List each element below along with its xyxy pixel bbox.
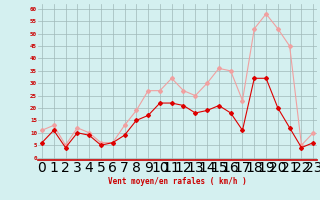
X-axis label: Vent moyen/en rafales ( km/h ): Vent moyen/en rafales ( km/h ) <box>108 177 247 186</box>
